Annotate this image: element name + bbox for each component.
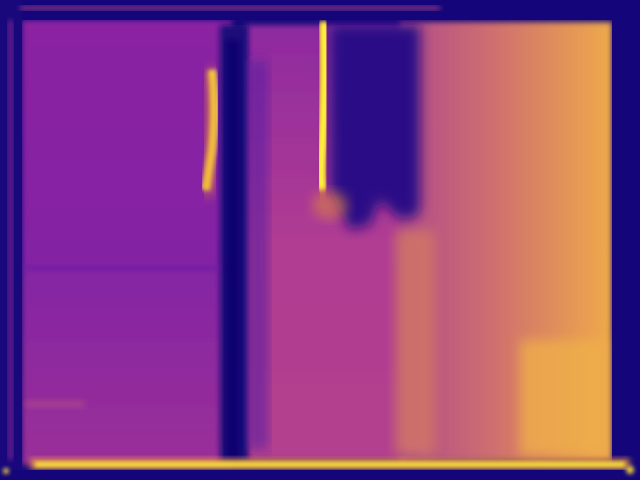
orange-glow-base [312, 191, 348, 219]
bottom-edge-dark [0, 470, 640, 480]
yellow-streak-center [316, 21, 330, 191]
dim-band [248, 60, 268, 450]
dark-column-core [226, 40, 240, 460]
lower-right-patch [520, 340, 605, 455]
left-stripe-1 [25, 265, 220, 271]
top-warm-line [20, 6, 440, 10]
orange-strip [395, 230, 435, 455]
bottom-right-dot [626, 466, 634, 474]
right-edge-dark [612, 0, 640, 480]
left-stripe-2 [25, 400, 85, 408]
bottom-yellow-line [35, 462, 625, 467]
dark-upper-blob [330, 25, 420, 230]
left-panel [22, 20, 232, 465]
left-warm-line [8, 20, 13, 460]
orange-halo-left [198, 69, 222, 196]
bottom-left-dot [3, 468, 9, 474]
